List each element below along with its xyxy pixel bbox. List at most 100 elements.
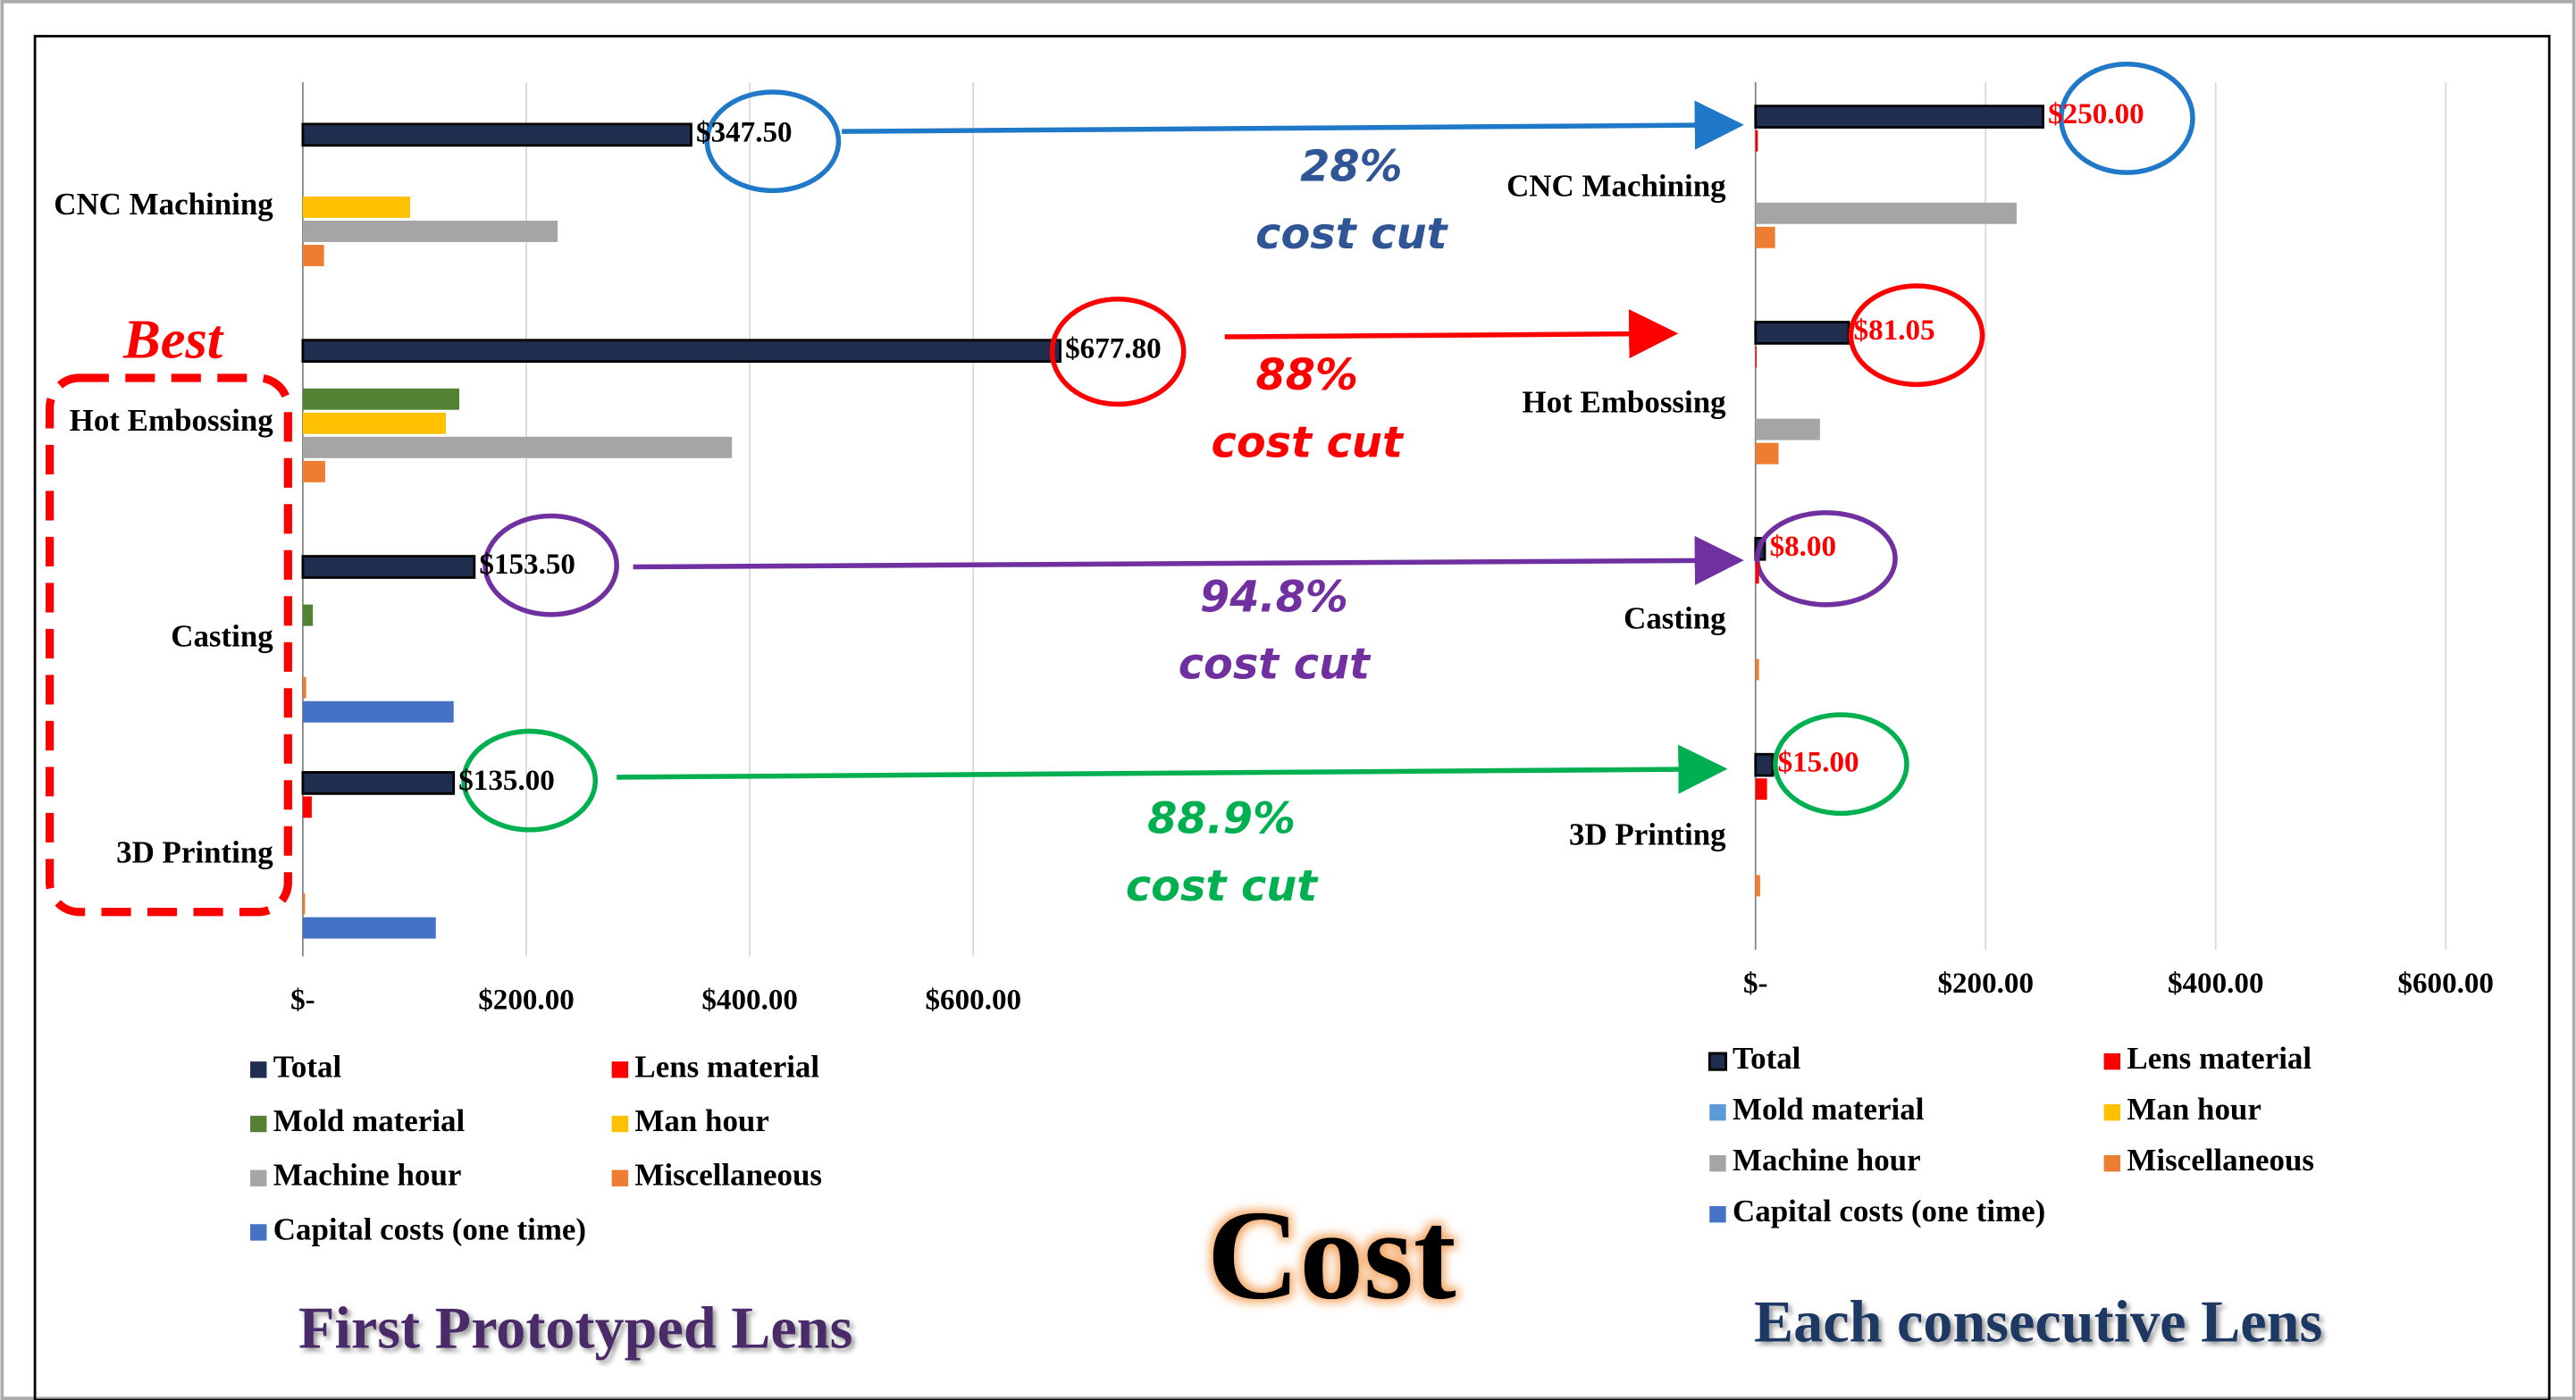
legend-swatch (250, 1061, 267, 1078)
highlight-circle (1848, 283, 1985, 388)
frame (33, 35, 2551, 1400)
value-label: $81.05 (1854, 314, 1935, 347)
legend-label: Capital costs (one time) (1733, 1194, 2045, 1228)
bar (301, 555, 476, 579)
x-tick-label: $400.00 (701, 985, 798, 1017)
value-label: $153.50 (479, 549, 575, 581)
bar (1755, 875, 1760, 897)
legend-swatch (1708, 1052, 1728, 1071)
bar (1755, 442, 1779, 465)
legend-label: Mold material (1733, 1092, 1925, 1127)
bar (1755, 778, 1767, 801)
legend-label: Machine hour (1733, 1143, 1921, 1178)
highlight-circle (461, 728, 599, 833)
legend-swatch (611, 1115, 629, 1133)
best-label: Best (122, 308, 224, 371)
value-label: $135.00 (458, 765, 555, 797)
legend-label: Miscellaneous (2127, 1143, 2314, 1178)
bar (302, 604, 314, 626)
highlight-circle (482, 513, 619, 617)
category-label: 3D Printing (116, 835, 273, 870)
bar (1755, 418, 1820, 440)
bar (302, 700, 454, 723)
category-label: Hot Embossing (1523, 385, 1727, 420)
bar (302, 245, 324, 266)
bar (1755, 130, 1758, 152)
category-label: CNC Machining (54, 187, 273, 222)
bar (1754, 321, 1850, 345)
legend-swatch (2103, 1052, 2121, 1070)
bar (1754, 752, 1775, 777)
legend-label: Total (1733, 1041, 1801, 1076)
x-tick-label: $- (290, 985, 315, 1017)
bar (301, 339, 1061, 364)
category-label: CNC Machining (1506, 169, 1726, 204)
legend-swatch (2103, 1154, 2121, 1172)
bar (1755, 562, 1759, 584)
bar (302, 676, 306, 699)
annotation: cost cut (1126, 862, 1319, 911)
x-tick-label: $- (1743, 968, 1768, 1000)
highlight-circle (1754, 510, 1898, 608)
legend-label: Mold material (273, 1103, 466, 1138)
legend-label: Man hour (2127, 1092, 2261, 1127)
arrow (617, 744, 1728, 794)
chart-title: First Prototyped Lens (298, 1296, 852, 1362)
legend-swatch (2103, 1103, 2121, 1121)
arrow (842, 100, 1744, 150)
value-label: $15.00 (1778, 747, 1859, 779)
highlight-circle (1773, 712, 1909, 817)
bar (302, 436, 733, 458)
category-label: 3D Printing (1569, 817, 1726, 851)
category-label: Casting (171, 619, 273, 654)
bar (301, 122, 692, 147)
bar (302, 388, 459, 410)
legend-label: Lens material (634, 1049, 819, 1084)
annotation: cost cut (1211, 418, 1404, 467)
highlight-circle (1049, 296, 1187, 407)
value-label: $347.50 (696, 116, 793, 148)
value-label: $8.00 (1770, 531, 1836, 563)
bar (302, 796, 312, 818)
annotation: 94.8% (1200, 573, 1348, 622)
category-label: Hot Embossing (70, 403, 274, 438)
bar (302, 196, 410, 218)
page-title: Cost (1207, 1185, 1456, 1327)
bar (1755, 658, 1759, 681)
legend-swatch (250, 1169, 267, 1186)
legend-label: Miscellaneous (634, 1158, 822, 1193)
x-tick-label: $400.00 (2168, 968, 2264, 1000)
bar (1755, 226, 1775, 248)
category-label: Casting (1624, 600, 1726, 635)
bar (1754, 105, 2044, 129)
legend-swatch (1709, 1154, 1726, 1172)
annotation: 28% (1300, 142, 1402, 191)
arrow (1224, 309, 1679, 359)
legend-label: Man hour (634, 1103, 768, 1138)
bar (1755, 202, 2018, 224)
x-tick-label: $600.00 (926, 985, 1022, 1017)
legend-label: Total (273, 1049, 342, 1084)
x-tick-label: $200.00 (478, 985, 575, 1017)
value-label: $677.80 (1065, 332, 1162, 365)
highlight-circle (2059, 61, 2195, 175)
bar (302, 893, 306, 915)
value-label: $250.00 (2048, 98, 2144, 130)
bar (302, 412, 446, 434)
legend-swatch (611, 1061, 629, 1078)
arrow (633, 535, 1744, 586)
legend-label: Lens material (2127, 1041, 2312, 1076)
bar (1755, 346, 1758, 368)
plots: $- $200.00 $400.00 $600.00 CNC Machining $347… (54, 61, 2494, 1362)
bar (302, 460, 325, 482)
annotation: 88.9% (1147, 795, 1296, 844)
chart-title: Each consecutive Lens (1754, 1289, 2322, 1354)
legend-swatch (250, 1115, 267, 1133)
highlight-circle (704, 89, 842, 194)
bar (302, 917, 436, 939)
x-tick-label: $200.00 (1937, 968, 2034, 1000)
bar (301, 771, 456, 795)
legend-swatch (1709, 1103, 1726, 1121)
